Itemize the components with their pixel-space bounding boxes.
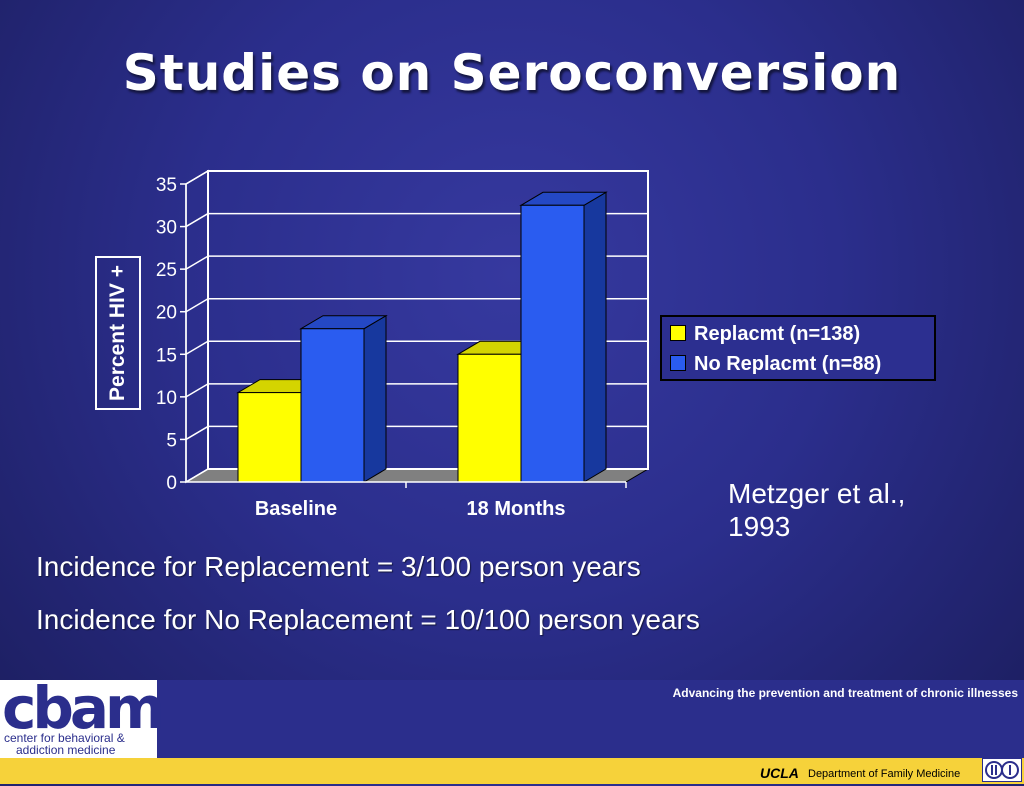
y-axis-label: Percent HIV + xyxy=(106,265,129,401)
footer-banner: cbam center for behavioral & addiction m… xyxy=(0,674,1024,784)
incidence-no-replacement: Incidence for No Replacement = 10/100 pe… xyxy=(36,604,700,635)
bar-chart: 0 5 10 15 20 25 30 35 Baseline 18 Months xyxy=(156,169,650,520)
incidence-replacement: Incidence for Replacement = 3/100 person… xyxy=(36,551,641,582)
bar xyxy=(520,204,585,483)
gridline-side xyxy=(185,468,209,483)
gridline-side xyxy=(185,383,209,398)
bar-side xyxy=(583,191,607,483)
gridline-side xyxy=(185,340,209,355)
y-tick-label: 10 xyxy=(156,388,177,409)
x-tick-label: Baseline xyxy=(255,498,337,520)
legend-label: No Replacmt (n=88) xyxy=(694,353,882,375)
footer-yellow-band xyxy=(0,758,1024,784)
legend-swatch-yellow-icon xyxy=(670,325,686,341)
gridline-side xyxy=(185,425,209,441)
cbam-logo: cbam center for behavioral & addiction m… xyxy=(0,674,165,758)
gridline-side xyxy=(185,255,209,270)
footer-blue-band xyxy=(0,680,1024,758)
logo-subtitle: center for behavioral & addiction medici… xyxy=(4,732,125,756)
y-tick-label: 20 xyxy=(156,303,177,324)
chart-legend: Replacmt (n=138) No Replacmt (n=88) xyxy=(660,315,936,381)
citation: Metzger et al., 1993 xyxy=(728,477,988,543)
y-tick-label: 25 xyxy=(156,260,177,281)
bar xyxy=(300,328,365,483)
y-tick-label: 15 xyxy=(156,345,177,366)
bar xyxy=(457,353,522,483)
legend-swatch-blue-icon xyxy=(670,355,686,371)
logo-sub-line2: addiction medicine xyxy=(16,743,116,757)
chart-back-wall xyxy=(207,170,649,470)
logo-sub-line1: center for behavioral & xyxy=(4,731,125,745)
y-tick-label: 5 xyxy=(166,430,177,451)
legend-label: Replacmt (n=138) xyxy=(694,323,861,345)
chart-side-wall xyxy=(185,169,209,484)
legend-item-no-replacmt: No Replacmt (n=88) xyxy=(670,353,881,376)
department-name: Department of Family Medicine xyxy=(808,768,961,780)
y-tick-label: 0 xyxy=(166,473,177,494)
ucla-wordmark: UCLA xyxy=(760,765,799,781)
bar-side xyxy=(363,314,387,483)
y-axis-label-box xyxy=(95,256,141,410)
logo-word: cbam xyxy=(2,674,165,742)
y-tick-label: 35 xyxy=(156,175,177,196)
seal-icon xyxy=(982,758,1022,782)
citation-year: 1993 xyxy=(728,511,791,542)
gridline-side xyxy=(185,298,209,313)
gridline-side xyxy=(185,170,209,185)
x-tick-label: 18 Months xyxy=(467,498,566,520)
bar xyxy=(237,392,302,483)
legend-item-replacmt: Replacmt (n=138) xyxy=(670,323,860,346)
citation-authors: Metzger et al., xyxy=(728,478,906,509)
y-tick-label: 30 xyxy=(156,218,177,239)
slide-title: Studies on Seroconversion xyxy=(122,44,902,102)
gridline-side xyxy=(185,212,209,228)
footer-tagline: Advancing the prevention and treatment o… xyxy=(672,686,1018,700)
